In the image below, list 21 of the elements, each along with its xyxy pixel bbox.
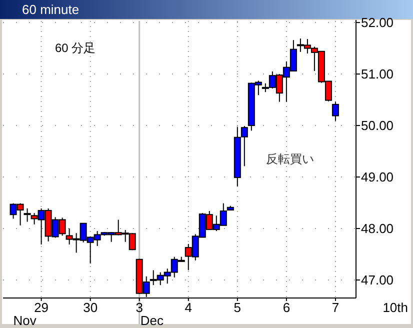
x-tick-label: 5 [234,300,242,315]
x-tick-label: 30 [83,300,98,315]
chart-title: 60 minute [22,2,80,17]
y-tick-label: 49.00 [361,170,394,185]
y-tick-label: 47.00 [361,272,394,288]
y-tick-label: 51.00 [361,66,394,82]
x-tick-label: 7 [332,300,340,315]
annotation: 反転買い [266,152,314,166]
text: 10th [382,300,408,315]
x-tick-label: 29 [34,300,49,315]
x-tick-label: 3 [136,300,143,315]
y-tick-label: 50.00 [361,118,394,134]
x-tick-label: 6 [282,300,290,315]
candlestick [332,101,339,122]
candlestick [24,208,31,222]
y-tick-label: 48.00 [361,220,394,236]
annotation: 60 分足 [55,41,96,55]
x-tick-label: 4 [184,300,192,315]
text: Dec [140,313,164,328]
y-tick-label: 52.00 [361,15,394,30]
text: Nov [13,313,37,328]
